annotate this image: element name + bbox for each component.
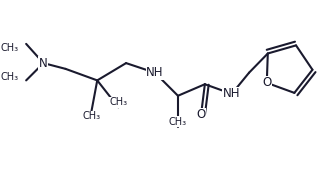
Text: CH₃: CH₃ bbox=[82, 111, 100, 121]
Text: O: O bbox=[262, 76, 272, 89]
Text: N: N bbox=[39, 57, 48, 70]
Text: CH₃: CH₃ bbox=[109, 97, 127, 107]
Text: CH₃: CH₃ bbox=[169, 116, 187, 127]
Text: O: O bbox=[196, 109, 206, 122]
Text: NH: NH bbox=[223, 87, 240, 100]
Text: CH₃: CH₃ bbox=[0, 71, 18, 82]
Text: CH₃: CH₃ bbox=[0, 43, 18, 53]
Text: NH: NH bbox=[146, 66, 164, 79]
